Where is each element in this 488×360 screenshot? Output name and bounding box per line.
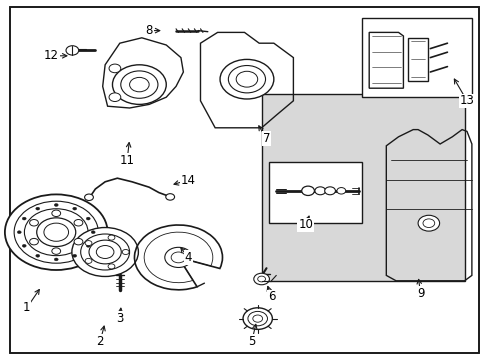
- Text: 11: 11: [120, 154, 134, 167]
- Circle shape: [252, 315, 262, 322]
- Text: 3: 3: [116, 312, 123, 325]
- Circle shape: [72, 228, 138, 276]
- Circle shape: [30, 220, 39, 226]
- Circle shape: [86, 244, 90, 247]
- Circle shape: [30, 238, 39, 245]
- Circle shape: [74, 238, 82, 245]
- Bar: [361, 18, 471, 97]
- Circle shape: [85, 258, 92, 264]
- Circle shape: [54, 258, 58, 261]
- Circle shape: [74, 220, 82, 226]
- Text: 2: 2: [96, 335, 104, 348]
- Text: 7: 7: [262, 132, 270, 145]
- Circle shape: [91, 231, 95, 234]
- Circle shape: [253, 273, 269, 285]
- Text: 4: 4: [184, 251, 192, 264]
- Circle shape: [73, 207, 77, 210]
- Text: 10: 10: [298, 219, 312, 231]
- Circle shape: [236, 71, 257, 87]
- Circle shape: [220, 59, 273, 99]
- Circle shape: [86, 217, 90, 220]
- Circle shape: [52, 248, 61, 254]
- Circle shape: [314, 187, 325, 195]
- Text: 13: 13: [459, 94, 473, 107]
- Circle shape: [84, 194, 93, 201]
- Circle shape: [108, 264, 115, 269]
- Circle shape: [22, 244, 26, 247]
- Circle shape: [122, 249, 129, 255]
- Circle shape: [165, 194, 174, 200]
- Circle shape: [109, 64, 121, 73]
- Circle shape: [66, 46, 79, 55]
- Circle shape: [37, 218, 76, 247]
- Text: 6: 6: [267, 291, 275, 303]
- Circle shape: [54, 203, 58, 206]
- Circle shape: [301, 186, 314, 195]
- Circle shape: [73, 254, 77, 257]
- Bar: [268, 162, 361, 223]
- Text: 1: 1: [23, 301, 31, 314]
- Circle shape: [112, 65, 166, 104]
- Circle shape: [52, 210, 61, 217]
- Circle shape: [417, 215, 439, 231]
- Text: 9: 9: [416, 287, 424, 300]
- Circle shape: [324, 187, 335, 195]
- Circle shape: [36, 254, 40, 257]
- Circle shape: [17, 231, 21, 234]
- Circle shape: [36, 207, 40, 210]
- Circle shape: [22, 217, 26, 220]
- Circle shape: [336, 188, 345, 194]
- Text: 12: 12: [44, 49, 59, 62]
- Circle shape: [5, 194, 107, 270]
- Text: 14: 14: [181, 174, 195, 186]
- Circle shape: [129, 77, 149, 92]
- Circle shape: [109, 93, 121, 102]
- Circle shape: [164, 247, 192, 267]
- Circle shape: [85, 240, 92, 246]
- Circle shape: [108, 235, 115, 240]
- Text: 8: 8: [145, 24, 153, 37]
- Text: 5: 5: [247, 335, 255, 348]
- Bar: [261, 94, 464, 281]
- Circle shape: [243, 308, 272, 329]
- Circle shape: [89, 240, 121, 264]
